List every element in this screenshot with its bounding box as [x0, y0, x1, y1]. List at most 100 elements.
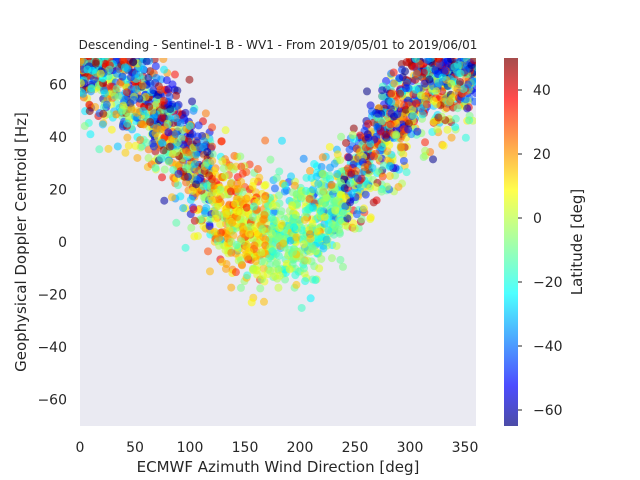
scatter-point — [266, 155, 275, 164]
scatter-point — [311, 276, 320, 285]
scatter-point — [325, 171, 334, 180]
scatter-point — [447, 79, 456, 88]
scatter-point — [386, 161, 395, 170]
scatter-point — [123, 64, 132, 73]
scatter-point — [151, 62, 160, 71]
scatter-point — [162, 76, 171, 85]
scatter-point — [80, 89, 88, 98]
scatter-point — [273, 232, 282, 241]
scatter-point — [306, 234, 315, 243]
scatter-point — [268, 247, 277, 256]
scatter-point — [156, 153, 165, 162]
scatter-point — [421, 146, 430, 155]
scatter-point — [249, 202, 258, 211]
scatter-point — [172, 91, 181, 100]
scatter-point — [242, 203, 251, 212]
scatter-point — [236, 152, 245, 161]
scatter-point — [244, 192, 253, 201]
scatter-point — [202, 203, 211, 212]
scatter-point — [439, 141, 448, 150]
scatter-point — [250, 241, 259, 250]
scatter-point — [182, 148, 191, 157]
scatter-point — [340, 184, 349, 193]
scatter-point — [464, 80, 473, 89]
scatter-point — [332, 241, 341, 250]
scatter-point — [386, 120, 395, 129]
scatter-point — [201, 193, 210, 202]
scatter-point — [274, 191, 283, 200]
scatter-point — [99, 109, 108, 118]
scatter-point — [322, 235, 331, 244]
scatter-point — [237, 177, 246, 186]
scatter-point — [105, 110, 114, 119]
y-axis-label: Geophysical Doppler Centroid [Hz] — [12, 112, 30, 372]
scatter-point — [163, 119, 172, 128]
scatter-point — [289, 247, 298, 256]
scatter-point — [136, 136, 145, 145]
scatter-point — [279, 239, 288, 248]
scatter-point — [212, 188, 221, 197]
scatter-point — [174, 181, 183, 190]
scatter-point — [179, 204, 188, 213]
scatter-point — [267, 213, 276, 222]
scatter-point — [170, 70, 179, 79]
scatter-point — [123, 119, 132, 128]
scatter-point — [275, 224, 284, 233]
scatter-point — [144, 73, 153, 82]
scatter-point — [189, 205, 198, 214]
scatter-point — [296, 189, 305, 198]
scatter-point — [253, 165, 262, 174]
x-tick-label: 0 — [76, 440, 85, 456]
scatter-point — [322, 193, 331, 202]
scatter-point — [461, 95, 470, 104]
scatter-point — [337, 132, 346, 141]
scatter-point — [412, 85, 421, 94]
scatter-point — [336, 255, 345, 264]
scatter-point — [233, 184, 242, 193]
scatter-point — [327, 180, 336, 189]
scatter-point — [227, 248, 236, 257]
scatter-point — [270, 184, 279, 193]
scatter-point — [248, 182, 257, 191]
scatter-point — [113, 142, 122, 151]
scatter-point — [86, 130, 95, 139]
scatter-point — [104, 144, 113, 153]
scatter-point — [222, 209, 231, 218]
scatter-point — [102, 100, 111, 109]
scatter-point — [456, 78, 465, 87]
scatter-point — [446, 58, 455, 64]
scatter-point — [160, 165, 169, 174]
scatter-point — [129, 96, 138, 105]
scatter-point — [238, 169, 247, 178]
scatter-point — [173, 138, 182, 147]
scatter-point — [363, 130, 372, 139]
scatter-point — [248, 213, 257, 222]
scatter-point — [220, 190, 229, 199]
scatter-point — [378, 172, 387, 181]
scatter-point — [317, 162, 326, 171]
scatter-point — [378, 143, 387, 152]
scatter-point — [429, 97, 438, 106]
scatter-point — [451, 114, 460, 123]
colorbar-ticks: −60 −40 −20 0 20 40 — [518, 83, 563, 419]
scatter-point — [237, 237, 246, 246]
scatter-point — [243, 271, 252, 280]
scatter-point — [412, 99, 421, 108]
scatter-point — [182, 163, 191, 172]
scatter-point — [171, 130, 180, 139]
scatter-point — [300, 215, 309, 224]
scatter-point — [318, 153, 327, 162]
scatter-point — [394, 182, 403, 191]
scatter-point — [221, 171, 230, 180]
scatter-point — [291, 271, 300, 280]
scatter-point — [194, 121, 203, 130]
scatter-point — [260, 195, 269, 204]
scatter-point — [379, 161, 388, 170]
scatter-point — [257, 257, 266, 266]
scatter-point — [204, 247, 213, 256]
scatter-point — [319, 186, 328, 195]
scatter-point — [260, 214, 269, 223]
scatter-point — [346, 179, 355, 188]
scatter-point — [381, 130, 390, 139]
y-tick-label: −60 — [37, 393, 67, 409]
